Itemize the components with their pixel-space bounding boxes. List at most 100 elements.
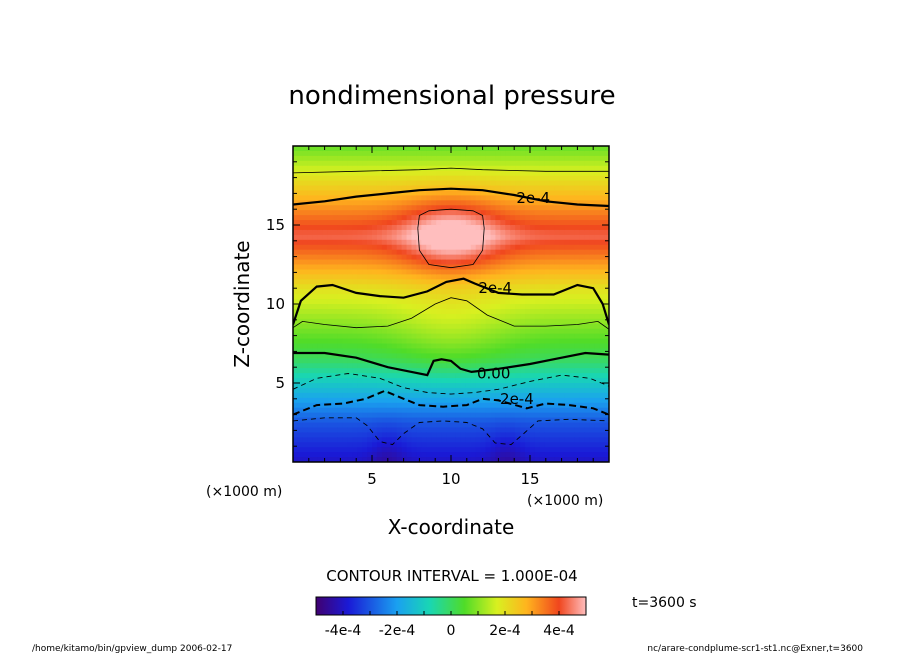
heatmap-cell bbox=[416, 170, 422, 177]
heatmap-cell bbox=[307, 215, 314, 221]
heatmap-cell bbox=[451, 284, 457, 290]
heatmap-cell bbox=[594, 259, 600, 266]
heatmap-cell bbox=[455, 422, 462, 429]
heatmap-cell bbox=[401, 308, 408, 315]
heatmap-cell bbox=[372, 343, 378, 350]
heatmap-cell bbox=[357, 185, 363, 192]
heatmap-cell bbox=[465, 244, 472, 251]
heatmap-cell bbox=[367, 412, 373, 419]
heatmap-cell bbox=[376, 392, 383, 399]
heatmap-cell bbox=[554, 249, 561, 256]
heatmap-cell bbox=[475, 225, 482, 231]
heatmap-cell bbox=[431, 348, 437, 354]
heatmap-cell bbox=[584, 234, 590, 241]
heatmap-cell bbox=[475, 160, 482, 167]
heatmap-cell bbox=[401, 427, 408, 433]
heatmap-cell bbox=[401, 432, 408, 438]
heatmap-cell bbox=[470, 392, 477, 399]
heatmap-cell bbox=[480, 442, 487, 448]
heatmap-cell bbox=[485, 437, 492, 443]
heatmap-cell bbox=[544, 447, 551, 453]
heatmap-cell bbox=[500, 289, 506, 295]
heatmap-cell bbox=[515, 210, 521, 216]
heatmap-cell bbox=[411, 170, 418, 177]
heatmap-cell bbox=[559, 432, 566, 438]
heatmap-cell bbox=[569, 180, 576, 187]
heatmap-cell bbox=[352, 165, 358, 172]
heatmap-cell bbox=[436, 259, 442, 266]
heatmap-cell bbox=[500, 195, 506, 201]
heatmap-cell bbox=[352, 387, 358, 394]
heatmap-cell bbox=[347, 343, 353, 350]
heatmap-cell bbox=[416, 363, 422, 369]
heatmap-cell bbox=[465, 225, 472, 231]
heatmap-cell bbox=[376, 427, 383, 433]
heatmap-cell bbox=[312, 313, 319, 320]
heatmap-cell bbox=[391, 452, 398, 458]
heatmap-cell bbox=[525, 402, 531, 409]
heatmap-cell bbox=[411, 254, 418, 261]
heatmap-cell bbox=[421, 383, 427, 389]
heatmap-cell bbox=[411, 348, 418, 354]
heatmap-cell bbox=[520, 343, 526, 350]
heatmap-cell bbox=[599, 220, 605, 226]
x-unit-right: (×1000 m) bbox=[527, 493, 603, 509]
heatmap-cell bbox=[539, 259, 546, 266]
heatmap-cell bbox=[401, 185, 408, 192]
heatmap-cell bbox=[579, 422, 585, 429]
heatmap-cell bbox=[322, 417, 329, 424]
heatmap-cell bbox=[352, 279, 358, 285]
heatmap-cell bbox=[441, 215, 447, 221]
heatmap-cell bbox=[446, 353, 452, 359]
heatmap-cell bbox=[441, 304, 447, 310]
heatmap-cell bbox=[574, 387, 580, 394]
heatmap-cell bbox=[515, 279, 521, 285]
heatmap-cell bbox=[367, 279, 373, 285]
heatmap-cell bbox=[441, 447, 447, 453]
colorbar-tick-label: 2e-4 bbox=[489, 623, 521, 639]
heatmap-cell bbox=[460, 150, 467, 157]
heatmap-cell bbox=[505, 353, 511, 359]
heatmap-cell bbox=[470, 160, 477, 167]
heatmap-cell bbox=[376, 368, 383, 374]
heatmap-cell bbox=[312, 343, 319, 350]
contour-line-1 bbox=[417, 208, 485, 269]
heatmap-cell bbox=[564, 457, 571, 462]
heatmap-cell bbox=[396, 220, 403, 226]
heatmap-cell bbox=[312, 160, 319, 167]
heatmap-cell bbox=[302, 338, 309, 345]
heatmap-cell bbox=[530, 417, 536, 424]
heatmap-cell bbox=[455, 215, 462, 221]
heatmap-cell bbox=[312, 249, 319, 256]
heatmap-cell bbox=[381, 175, 388, 182]
heatmap-cell bbox=[352, 150, 358, 157]
heatmap-cell bbox=[372, 220, 378, 226]
heatmap-cell bbox=[460, 313, 467, 320]
heatmap-cell bbox=[431, 328, 437, 335]
heatmap-cell bbox=[569, 289, 576, 295]
heatmap-cell bbox=[317, 457, 324, 462]
heatmap-cell bbox=[352, 308, 358, 315]
heatmap-cell bbox=[436, 353, 442, 359]
heatmap-cell bbox=[312, 397, 319, 404]
heatmap-cell bbox=[465, 304, 472, 310]
heatmap-cell bbox=[594, 447, 600, 453]
heatmap-cell bbox=[307, 259, 314, 266]
heatmap-cell bbox=[327, 348, 334, 354]
heatmap-cell bbox=[441, 437, 447, 443]
heatmap-cell bbox=[564, 358, 571, 364]
heatmap-cell bbox=[406, 205, 413, 211]
heatmap-cell bbox=[322, 412, 329, 419]
heatmap-cell bbox=[584, 259, 590, 266]
heatmap-cell bbox=[589, 378, 595, 384]
heatmap-cell bbox=[376, 348, 383, 354]
heatmap-cell bbox=[574, 259, 580, 266]
heatmap-cell bbox=[362, 180, 368, 187]
heatmap-cell bbox=[372, 318, 378, 325]
heatmap-cell bbox=[465, 392, 472, 399]
heatmap-cell bbox=[564, 249, 571, 256]
heatmap-cell bbox=[426, 363, 432, 369]
heatmap-cell bbox=[465, 294, 472, 300]
heatmap-cell bbox=[441, 195, 447, 201]
heatmap-cell bbox=[381, 170, 388, 177]
